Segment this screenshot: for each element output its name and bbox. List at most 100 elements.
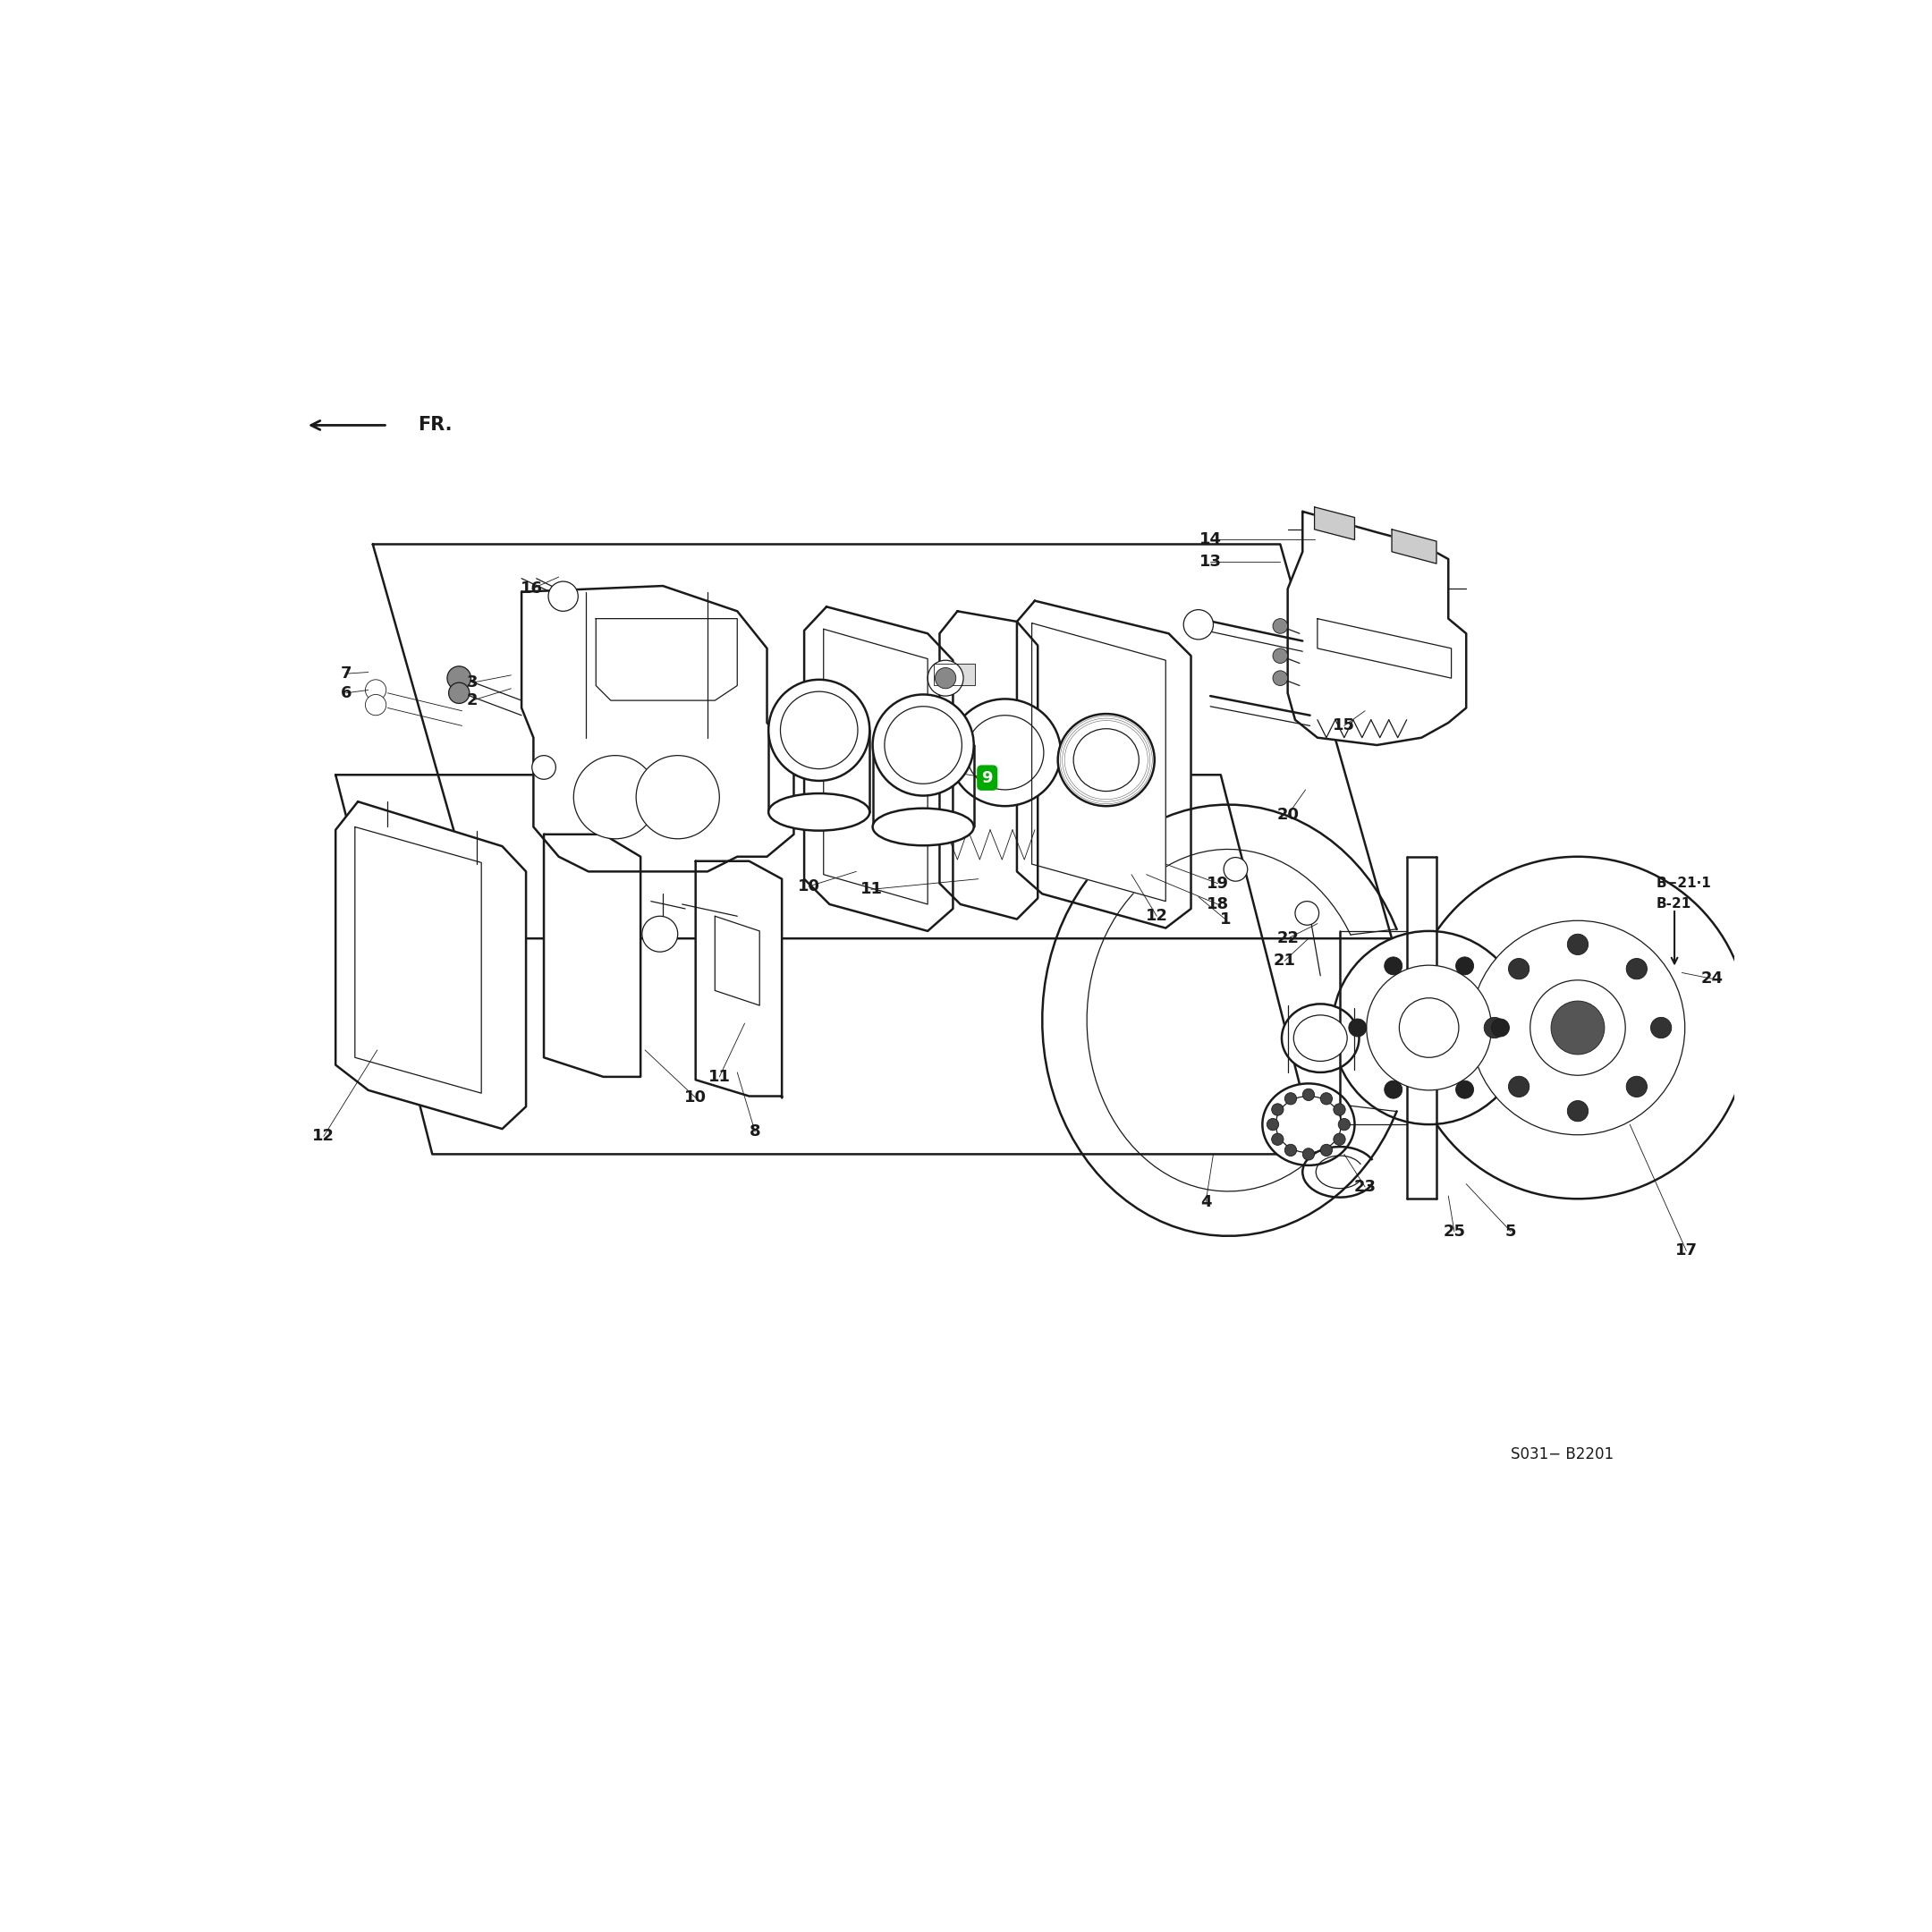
Circle shape bbox=[1333, 1134, 1345, 1146]
Polygon shape bbox=[545, 835, 641, 1076]
Text: 23: 23 bbox=[1354, 1179, 1376, 1196]
Text: 5: 5 bbox=[1505, 1223, 1517, 1240]
Ellipse shape bbox=[1074, 728, 1138, 792]
Text: 8: 8 bbox=[750, 1124, 761, 1140]
Circle shape bbox=[641, 916, 678, 952]
Text: 11: 11 bbox=[860, 881, 883, 898]
Text: 10: 10 bbox=[684, 1090, 707, 1105]
Circle shape bbox=[1302, 1148, 1314, 1159]
Text: 3: 3 bbox=[468, 674, 477, 690]
Circle shape bbox=[365, 694, 386, 715]
Polygon shape bbox=[1287, 512, 1466, 746]
Circle shape bbox=[1457, 956, 1474, 976]
Text: FR.: FR. bbox=[417, 415, 452, 435]
Circle shape bbox=[1349, 1018, 1366, 1037]
Circle shape bbox=[1457, 1080, 1474, 1099]
Ellipse shape bbox=[966, 715, 1043, 790]
Circle shape bbox=[531, 755, 556, 779]
Circle shape bbox=[1385, 1080, 1403, 1099]
Text: 17: 17 bbox=[1675, 1242, 1698, 1260]
Text: 20: 20 bbox=[1277, 808, 1298, 823]
Polygon shape bbox=[696, 862, 782, 1097]
Polygon shape bbox=[933, 663, 976, 686]
Polygon shape bbox=[923, 649, 1177, 879]
Ellipse shape bbox=[1262, 1084, 1354, 1165]
Polygon shape bbox=[595, 618, 738, 701]
Polygon shape bbox=[1016, 601, 1190, 927]
Polygon shape bbox=[823, 630, 927, 904]
Circle shape bbox=[636, 755, 719, 838]
Ellipse shape bbox=[1059, 713, 1155, 806]
Polygon shape bbox=[336, 775, 1318, 1153]
Text: 12: 12 bbox=[1146, 908, 1169, 923]
Circle shape bbox=[1333, 931, 1526, 1124]
Text: 1: 1 bbox=[1219, 912, 1231, 927]
Ellipse shape bbox=[769, 794, 869, 831]
Circle shape bbox=[935, 668, 956, 688]
Text: 19: 19 bbox=[1208, 875, 1229, 891]
Circle shape bbox=[1406, 856, 1748, 1198]
Polygon shape bbox=[804, 607, 952, 931]
Polygon shape bbox=[522, 585, 794, 871]
Text: 6: 6 bbox=[340, 686, 352, 701]
Polygon shape bbox=[1318, 618, 1451, 678]
Circle shape bbox=[1273, 670, 1287, 686]
Circle shape bbox=[1184, 611, 1213, 639]
Circle shape bbox=[1271, 1134, 1283, 1146]
Text: 18: 18 bbox=[1206, 896, 1229, 912]
Circle shape bbox=[1223, 858, 1248, 881]
Text: 25: 25 bbox=[1443, 1223, 1466, 1240]
Ellipse shape bbox=[885, 707, 962, 784]
Text: B−21·1: B−21·1 bbox=[1656, 877, 1712, 891]
Circle shape bbox=[1339, 1119, 1350, 1130]
Polygon shape bbox=[1314, 506, 1354, 539]
Text: 15: 15 bbox=[1333, 717, 1356, 734]
Circle shape bbox=[1294, 900, 1320, 925]
Circle shape bbox=[1271, 1103, 1283, 1115]
Ellipse shape bbox=[781, 692, 858, 769]
Polygon shape bbox=[939, 611, 1037, 920]
Polygon shape bbox=[355, 827, 481, 1094]
Circle shape bbox=[927, 661, 964, 696]
Circle shape bbox=[1285, 1094, 1296, 1105]
Text: B-21: B-21 bbox=[1656, 898, 1692, 912]
Circle shape bbox=[1567, 1101, 1588, 1121]
Text: 13: 13 bbox=[1200, 554, 1221, 570]
Text: 9: 9 bbox=[981, 769, 993, 786]
Polygon shape bbox=[1032, 624, 1165, 900]
Polygon shape bbox=[1391, 529, 1437, 564]
Circle shape bbox=[1627, 1076, 1648, 1097]
Text: 21: 21 bbox=[1273, 952, 1296, 968]
Text: 16: 16 bbox=[522, 582, 543, 597]
Circle shape bbox=[1366, 966, 1492, 1090]
Circle shape bbox=[1267, 1119, 1279, 1130]
Text: 14: 14 bbox=[1200, 531, 1221, 549]
Circle shape bbox=[1302, 1090, 1314, 1101]
Circle shape bbox=[1285, 1144, 1296, 1155]
Polygon shape bbox=[715, 916, 759, 1005]
Circle shape bbox=[1484, 1018, 1505, 1037]
Circle shape bbox=[1470, 922, 1685, 1134]
Ellipse shape bbox=[1294, 1014, 1347, 1061]
Text: 2: 2 bbox=[468, 692, 477, 709]
Circle shape bbox=[1627, 958, 1648, 980]
Circle shape bbox=[1509, 1076, 1530, 1097]
Ellipse shape bbox=[949, 699, 1061, 806]
Circle shape bbox=[574, 755, 657, 838]
Polygon shape bbox=[373, 545, 1391, 939]
Circle shape bbox=[1509, 958, 1530, 980]
Circle shape bbox=[549, 582, 578, 611]
Circle shape bbox=[1320, 1094, 1333, 1105]
Circle shape bbox=[448, 682, 469, 703]
Circle shape bbox=[1567, 933, 1588, 954]
Circle shape bbox=[1399, 999, 1459, 1057]
Text: 10: 10 bbox=[798, 879, 819, 895]
Circle shape bbox=[1650, 1018, 1671, 1037]
Circle shape bbox=[1273, 618, 1287, 634]
Circle shape bbox=[1320, 1144, 1333, 1155]
Circle shape bbox=[1551, 1001, 1605, 1055]
Circle shape bbox=[1492, 1018, 1509, 1037]
Circle shape bbox=[365, 680, 386, 701]
Circle shape bbox=[1333, 1103, 1345, 1115]
Ellipse shape bbox=[1281, 1005, 1358, 1072]
